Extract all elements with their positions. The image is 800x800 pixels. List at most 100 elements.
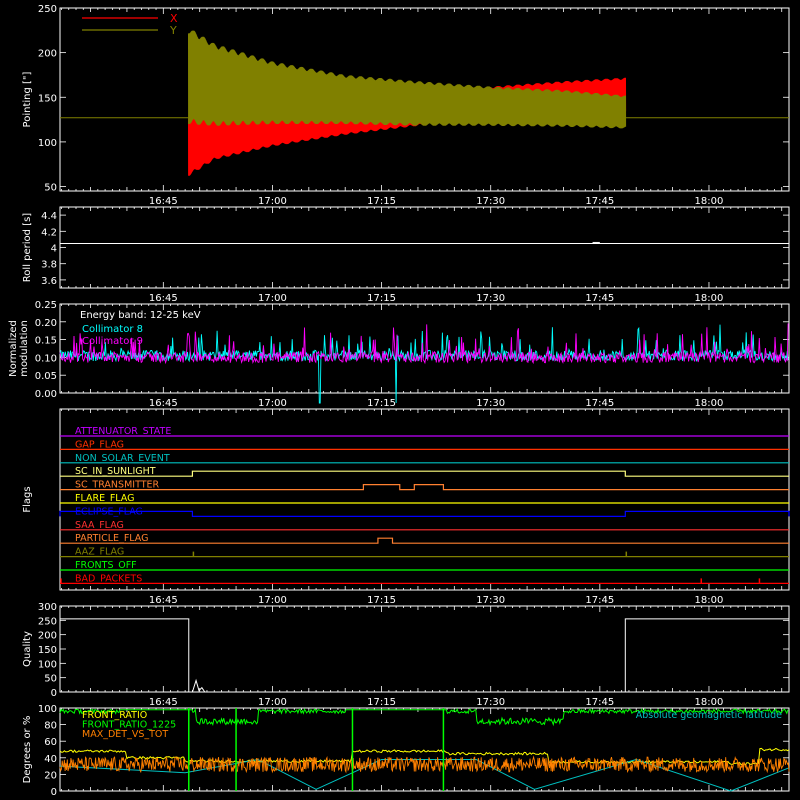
modulation-series-2 <box>59 323 789 365</box>
modulation-legend-1: Collimator 8 <box>82 324 143 335</box>
pointing-legend-y: Y <box>169 24 177 37</box>
modulation-ylabel: modulation <box>19 320 30 377</box>
modulation-ytick-label: 0.25 <box>35 300 57 311</box>
flags-xtick-label: 17:15 <box>367 595 396 606</box>
flag-label-gap-flag: GAP_FLAG <box>75 439 124 450</box>
modulation-frame <box>59 303 790 394</box>
modulation-ytick-label: 0.05 <box>35 371 57 382</box>
modulation-ytick-label: 0.15 <box>35 336 57 347</box>
ratios-series-front-ratio-1225 <box>59 707 789 727</box>
ratios-ytick-label: 0 <box>51 787 57 798</box>
pointing-xtick-label: 17:30 <box>476 196 505 207</box>
ratios-legend-3: MAX_DET_VS_TOT <box>82 729 168 740</box>
ratios-ytick-label: 40 <box>44 754 57 765</box>
pointing-ytick-label: 50 <box>44 183 57 194</box>
pointing-legend-x: X <box>170 12 178 25</box>
quality-xtick-label: 18:00 <box>695 697 724 708</box>
roll-ylabel: Roll period [s] <box>22 213 33 282</box>
modulation-xtick-label: 17:15 <box>367 398 396 409</box>
modulation-xtick-label: 16:45 <box>149 398 178 409</box>
flags-xtick-label: 16:45 <box>149 595 178 606</box>
ratios-ytick-label: 20 <box>44 770 57 781</box>
modulation-series-1 <box>59 324 789 404</box>
quality-xtick-label: 16:45 <box>149 697 178 708</box>
roll-xtick-label: 16:45 <box>149 293 178 304</box>
pointing-xtick-label: 18:00 <box>695 196 724 207</box>
roll-xtick-label: 17:30 <box>476 293 505 304</box>
ratios-legend-2: FRONT_RATIO_1225 <box>82 720 176 731</box>
ratios-panel: 0 20 40 60 80 100 Degrees or % FRONT_RATIOFRONT… <box>22 704 790 798</box>
flag-line-sc-in-sunlight <box>60 470 789 477</box>
quality-xtick-label: 17:00 <box>258 697 287 708</box>
pointing-ylabel: Pointing ["] <box>22 71 33 127</box>
quality-ytick-label: 200 <box>38 631 57 642</box>
ratios-frame <box>59 707 790 792</box>
modulation-legend-2: Collimator 9 <box>82 336 143 347</box>
pointing-ytick-label: 150 <box>38 93 57 104</box>
pointing-panel: 16:45 17:00 17:15 17:30 17:45 18:00 50 100 150 20… <box>22 4 790 207</box>
modulation-xtick-label: 17:45 <box>585 398 614 409</box>
modulation-xtick-label: 18:00 <box>695 398 724 409</box>
roll-ytick-label: 4 <box>51 244 57 255</box>
quality-ytick-label: 150 <box>38 645 57 656</box>
roll-frame <box>59 206 790 289</box>
roll-xtick-label: 17:15 <box>367 293 396 304</box>
ratios-series-front-ratio <box>59 747 790 766</box>
quality-ytick-label: 300 <box>38 602 57 613</box>
quality-ytick-label: 250 <box>38 616 57 627</box>
quality-xtick-label: 17:15 <box>367 697 396 708</box>
pointing-series-y <box>188 30 627 129</box>
flag-label-sc-in-sunlight: SC_IN_SUNLIGHT <box>75 466 156 477</box>
flags-frame <box>59 408 790 591</box>
flags-xtick-label: 17:30 <box>476 595 505 606</box>
ratios-legend-geomagnetic-latitude: Absolute geomagnetic latitude <box>636 710 782 721</box>
modulation-xtick-label: 17:00 <box>258 398 287 409</box>
flag-line-particle-flag <box>60 537 789 544</box>
flags-xtick-label: 18:00 <box>695 595 724 606</box>
pointing-xtick-label: 17:00 <box>258 196 287 207</box>
pointing-xtick-label: 17:15 <box>367 196 396 207</box>
quality-xtick-label: 17:45 <box>585 697 614 708</box>
flag-line-eclipse-flag <box>59 510 790 518</box>
modulation-ylabel: Normalized <box>8 320 19 377</box>
flag-label-eclipse-flag: ECLIPSE_FLAG <box>75 506 143 517</box>
quality-ylabel: Quality <box>22 631 33 667</box>
ratios-ylabel: Degrees or % <box>22 716 33 784</box>
pointing-xtick-label: 17:45 <box>585 196 614 207</box>
ratios-ytick-label: 60 <box>44 737 57 748</box>
pointing-ytick-label: 100 <box>38 138 57 149</box>
quality-spike <box>191 678 206 693</box>
ratios-legend-1: FRONT_RATIO <box>82 710 147 721</box>
roll-ytick-label: 4.4 <box>41 211 57 222</box>
flag-line-sc-transmitter <box>60 484 789 491</box>
pointing-frame <box>59 7 790 192</box>
roll-xtick-label: 18:00 <box>695 293 724 304</box>
modulation-title: Energy band: 12-25 keV <box>80 310 201 321</box>
roll-ytick-label: 4.2 <box>41 227 57 238</box>
roll-ytick-label: 3.6 <box>41 276 57 287</box>
pointing-ytick-label: 200 <box>38 49 57 60</box>
flag-label-sc-transmitter: SC_TRANSMITTER <box>75 480 160 491</box>
modulation-ytick-label: 0.10 <box>35 353 57 364</box>
flags-xtick-label: 17:45 <box>585 595 614 606</box>
quality-xtick-label: 17:30 <box>476 697 505 708</box>
modulation-xtick-label: 17:30 <box>476 398 505 409</box>
flag-label-saa-flag: SAA_FLAG <box>75 520 124 531</box>
pointing-ytick-label: 250 <box>38 4 57 15</box>
ratios-ytick-label: 100 <box>38 704 57 715</box>
ratios-ytick-label: 80 <box>44 721 57 732</box>
quality-ytick-label: 100 <box>38 659 57 670</box>
flags-xtick-label: 17:00 <box>258 595 287 606</box>
flag-label-fronts-off: FRONTS_OFF <box>75 560 137 571</box>
quality-panel: 16:45 17:00 17:15 17:30 17:45 18:00 0 50 100 150 2… <box>22 602 790 708</box>
quality-ytick-label: 50 <box>44 674 57 685</box>
ratios-series-max-det-vs-tot <box>59 755 790 774</box>
quality-line <box>60 618 789 693</box>
flag-label-attenuator-state: ATTENUATOR_STATE <box>75 426 171 437</box>
pointing-xtick-label: 16:45 <box>149 196 178 207</box>
flag-label-particle-flag: PARTICLE_FLAG <box>75 533 148 544</box>
flag-label-aaz-flag: AAZ_FLAG <box>75 547 124 558</box>
modulation-ytick-label: 0.00 <box>35 389 57 400</box>
flag-label-non-solar-event: NON_SOLAR_EVENT <box>75 453 170 464</box>
